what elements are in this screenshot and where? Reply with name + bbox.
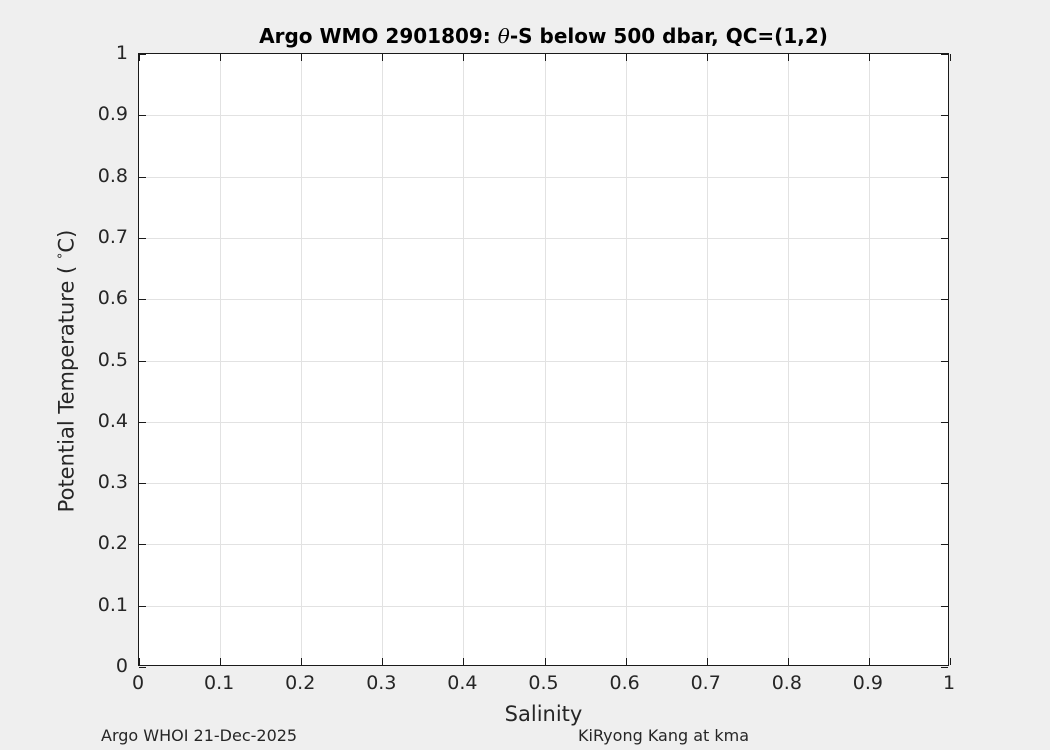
y-tick-mark [941, 667, 948, 668]
x-tick-label: 0.6 [609, 672, 640, 694]
gridlines [139, 54, 948, 665]
y-tick-mark [139, 360, 146, 362]
gridline-vertical [301, 54, 303, 665]
y-tick-mark [139, 115, 146, 117]
page-title: Argo WMO 2901809: θ-S below 500 dbar, QC… [138, 24, 949, 48]
plot-area[interactable] [138, 53, 951, 668]
x-tick-mark [139, 54, 140, 61]
x-tick-label: 0 [131, 672, 145, 694]
y-tick-mark [941, 605, 948, 607]
y-tick-mark [139, 605, 146, 607]
x-tick-mark [544, 54, 546, 61]
y-tick-mark [941, 360, 948, 362]
gridline-horizontal [139, 237, 948, 239]
x-tick-mark [301, 54, 303, 61]
gridline-vertical [625, 54, 627, 665]
x-tick-mark [463, 54, 465, 61]
footer-author-credit: KiRyong Kang at kma [578, 726, 750, 745]
y-axis-tick-labels: 0 0.1 0.2 0.3 0.4 0.5 0.6 0.7 0.8 0.9 1 [0, 0, 128, 750]
y-tick-mark [941, 176, 948, 178]
x-tick-label: 0.4 [447, 672, 478, 694]
y-tick-mark [941, 54, 948, 55]
y-tick-label: 0.8 [97, 164, 128, 187]
y-tick-mark [139, 299, 146, 301]
x-tick-label: 0.9 [852, 672, 883, 694]
gridline-horizontal [139, 115, 948, 117]
x-tick-mark [544, 658, 546, 665]
gridline-horizontal [139, 176, 948, 178]
title-prefix: Argo WMO 2901809: [259, 24, 498, 48]
x-tick-mark [868, 658, 870, 665]
gridline-horizontal [139, 421, 948, 423]
x-tick-label: 0.1 [203, 672, 235, 694]
x-tick-mark [706, 54, 708, 61]
gridline-horizontal [139, 605, 948, 607]
x-tick-mark [868, 54, 870, 61]
gridline-vertical [706, 54, 708, 665]
x-axis-label: Salinity [504, 702, 583, 726]
y-axis-label-suffix: C) [54, 229, 79, 253]
x-tick-label: 1 [942, 672, 956, 694]
y-tick-mark [139, 54, 146, 55]
y-tick-label: 0.2 [97, 532, 128, 555]
x-tick-mark [950, 658, 951, 665]
y-tick-label: 0.5 [97, 348, 128, 371]
x-tick-mark [625, 54, 627, 61]
gridline-vertical [382, 54, 384, 665]
x-tick-label: 0.8 [771, 672, 802, 694]
gridline-horizontal [139, 299, 948, 301]
x-tick-mark [787, 54, 789, 61]
gridline-vertical [868, 54, 870, 665]
x-tick-label: 0.7 [690, 672, 721, 694]
x-tick-mark [382, 658, 384, 665]
x-tick-label: 0.5 [528, 672, 559, 694]
y-tick-mark [941, 115, 948, 117]
y-tick-label: 0.1 [97, 593, 128, 616]
x-tick-mark [787, 658, 789, 665]
y-tick-mark [139, 667, 146, 668]
y-tick-mark [139, 483, 146, 485]
y-tick-mark [941, 483, 948, 485]
y-tick-label: 0.3 [97, 471, 128, 494]
x-tick-mark [139, 658, 140, 665]
x-tick-mark [625, 658, 627, 665]
y-axis-label-prefix: Potential Temperature ( [54, 259, 79, 513]
y-tick-mark [139, 544, 146, 546]
y-tick-label: 0.9 [97, 103, 128, 126]
y-tick-label: 0.6 [97, 287, 128, 310]
y-tick-mark [941, 544, 948, 546]
x-tick-mark [463, 658, 465, 665]
title-suffix: -S below 500 dbar, QC=(1,2) [509, 24, 828, 48]
x-tick-mark [950, 54, 951, 61]
y-tick-mark [139, 421, 146, 423]
y-tick-label: 0.4 [97, 409, 128, 432]
gridline-horizontal [139, 360, 948, 362]
gridline-vertical [220, 54, 222, 665]
y-tick-label: 0 [115, 655, 128, 677]
gridline-horizontal [139, 544, 948, 546]
degree-icon: ° [56, 252, 72, 260]
y-tick-mark [941, 237, 948, 239]
gridline-vertical [544, 54, 546, 665]
footer-source-credit: Argo WHOI 21-Dec-2025 [101, 726, 298, 745]
y-tick-mark [139, 237, 146, 239]
gridline-horizontal [139, 483, 948, 485]
x-tick-label: 0.3 [366, 672, 397, 694]
y-tick-label: 1 [115, 42, 128, 64]
y-tick-label: 0.7 [97, 225, 128, 248]
y-tick-mark [941, 421, 948, 423]
gridline-vertical [787, 54, 789, 665]
x-tick-mark [220, 54, 222, 61]
gridline-vertical [463, 54, 465, 665]
theta-symbol: θ [497, 24, 510, 48]
x-tick-mark [706, 658, 708, 665]
y-tick-mark [139, 176, 146, 178]
x-tick-mark [301, 658, 303, 665]
y-tick-mark [941, 299, 948, 301]
x-tick-mark [220, 658, 222, 665]
x-tick-mark [382, 54, 384, 61]
x-tick-label: 0.2 [285, 672, 316, 694]
y-axis-label: Potential Temperature ( °C) [55, 65, 79, 678]
